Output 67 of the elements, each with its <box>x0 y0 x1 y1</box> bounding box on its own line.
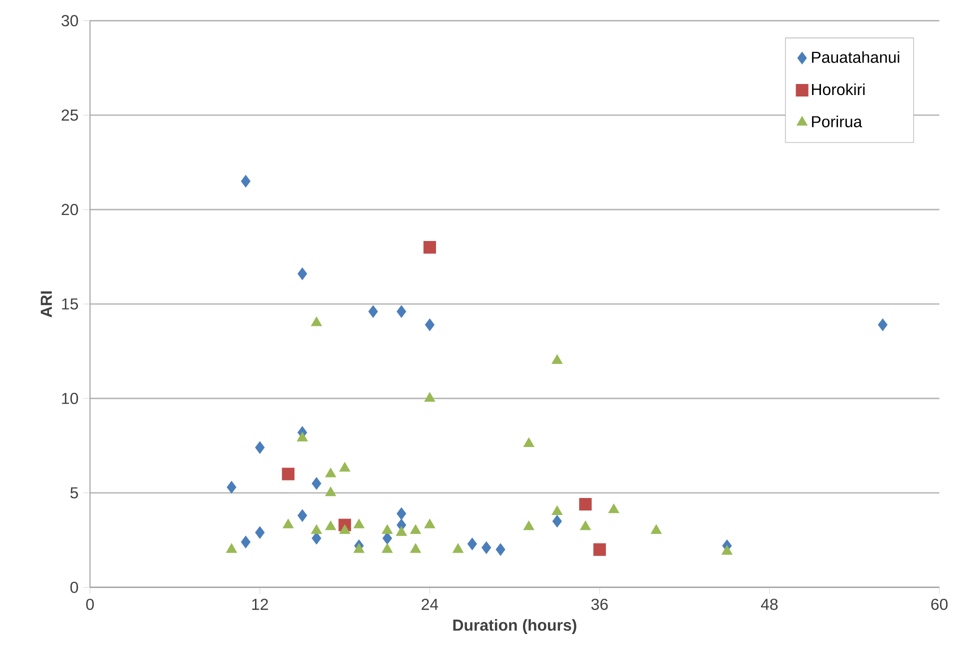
point <box>722 545 732 555</box>
point <box>255 441 265 454</box>
point <box>552 505 563 515</box>
point <box>282 518 294 528</box>
x-tick-label: 12 <box>252 598 268 610</box>
y-tick-label: 0 <box>70 582 78 593</box>
point <box>353 543 364 553</box>
point <box>240 174 250 188</box>
y-tick-label: 15 <box>62 298 78 310</box>
point <box>339 524 350 534</box>
point <box>650 524 662 534</box>
point <box>255 526 265 539</box>
point <box>608 503 620 513</box>
point <box>312 477 322 490</box>
point <box>552 514 562 528</box>
point <box>368 305 378 318</box>
point <box>325 468 336 478</box>
point <box>410 543 422 553</box>
point <box>523 437 534 447</box>
point <box>226 480 236 494</box>
x-tick-label: 48 <box>760 598 778 610</box>
point <box>552 354 563 364</box>
point <box>496 543 506 556</box>
x-tick-label: 0 <box>86 598 94 610</box>
point <box>396 526 407 536</box>
point <box>482 541 492 554</box>
point <box>226 543 238 553</box>
point <box>325 520 336 530</box>
point <box>410 524 422 534</box>
x-tick-label: 36 <box>591 598 608 610</box>
y-tick-label: 20 <box>62 204 78 216</box>
legend-label: Porirua <box>812 115 862 128</box>
point <box>282 468 294 480</box>
point <box>424 518 436 528</box>
point <box>382 524 393 534</box>
point <box>878 318 888 331</box>
point <box>580 520 591 530</box>
point <box>467 537 477 550</box>
y-tick-label: 25 <box>62 109 78 121</box>
point <box>240 536 250 548</box>
y-tick-label: 10 <box>62 392 78 404</box>
y-axis-title: ARI <box>40 291 52 318</box>
x-tick-label: 60 <box>931 598 948 610</box>
y-tick-label: 30 <box>62 14 78 26</box>
point <box>296 432 308 442</box>
point <box>424 318 434 331</box>
point <box>325 486 336 496</box>
point <box>423 240 436 254</box>
legend-label: Pauatahanui <box>812 51 900 63</box>
point <box>396 507 406 520</box>
point <box>311 316 322 326</box>
point <box>339 462 350 472</box>
point <box>396 305 406 318</box>
point <box>298 267 308 280</box>
point <box>353 518 364 528</box>
point <box>424 392 436 402</box>
point <box>382 543 393 553</box>
point <box>298 509 308 522</box>
x-axis-title: Duration (hours) <box>453 618 576 634</box>
point <box>452 543 464 553</box>
point <box>523 520 534 530</box>
point <box>311 524 322 534</box>
x-tick-label: 24 <box>422 598 438 610</box>
point <box>579 498 592 510</box>
point <box>593 543 606 556</box>
legend-label: Horokiri <box>812 83 865 95</box>
y-tick-label: 5 <box>70 487 78 498</box>
